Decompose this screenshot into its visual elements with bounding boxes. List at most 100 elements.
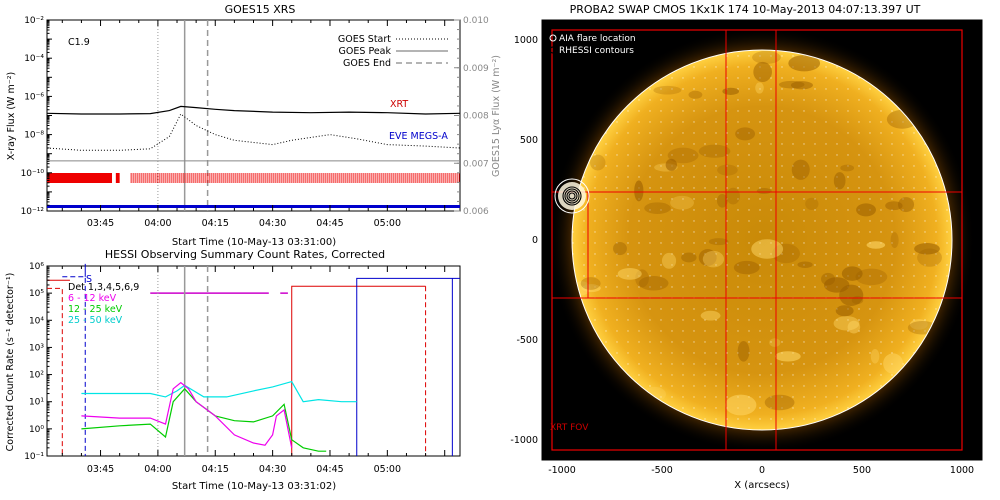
y-tick-label: 10⁻¹ — [24, 452, 44, 462]
swap-x-axis-label: X (arcsecs) — [734, 480, 790, 491]
y2-tick-label: 0.006 — [463, 207, 489, 217]
surface-feature — [866, 241, 886, 249]
y2-tick-label: 0.008 — [463, 112, 489, 122]
goes-legend-start-label: GOES Start — [338, 34, 391, 45]
xrt-coverage-bar — [115, 173, 120, 183]
goes-marker-lines — [157, 20, 209, 211]
surface-feature — [909, 319, 928, 330]
surface-feature — [702, 250, 725, 268]
surface-feature — [737, 340, 750, 362]
eve-coverage-bar — [47, 205, 460, 208]
swap-x-axis-ticks: -1000 -500 0 500 1000 — [548, 20, 974, 476]
goes-y2-axis-label: GOES15 Lyα Flux (W m⁻²) — [491, 55, 502, 177]
y-tick-label: 10⁻⁸ — [24, 131, 44, 141]
hessi-title: HESSI Observing Summary Count Rates, Cor… — [105, 248, 385, 261]
surface-feature — [634, 180, 644, 202]
swap-legend-rhessi: RHESSI contours — [559, 46, 634, 56]
goes-series — [46, 105, 461, 162]
hessi-legend-12-25: 12 - 25 keV — [68, 304, 123, 315]
y-tick-label: 10⁻¹⁰ — [21, 169, 45, 179]
surface-feature — [661, 252, 677, 269]
surface-feature — [653, 85, 682, 95]
y-tick-label: 10¹ — [29, 398, 44, 408]
x-tick-label: 04:15 — [202, 218, 229, 229]
xrt-coverage-bar — [47, 173, 113, 183]
surface-feature — [851, 295, 864, 305]
swap-title: PROBA2 SWAP CMOS 1Kx1K 174 10-May-2013 0… — [570, 3, 921, 16]
surface-feature — [726, 187, 740, 205]
surface-feature — [797, 261, 813, 268]
surface-feature — [665, 158, 678, 171]
surface-feature — [752, 50, 781, 64]
y-tick-label: 10⁻¹² — [21, 207, 45, 217]
surface-feature — [755, 82, 764, 94]
goes-xrt-label: XRT — [390, 99, 408, 110]
surface-feature — [897, 197, 915, 213]
y-tick-label: 10⁰ — [29, 425, 44, 435]
y-tick-label: 500 — [520, 135, 538, 146]
y2-tick-label: 0.009 — [463, 64, 489, 74]
x-tick-label: 04:45 — [316, 464, 343, 475]
surface-feature — [716, 193, 728, 208]
y-tick-label: 10⁵ — [29, 289, 44, 299]
surface-feature — [805, 197, 819, 211]
surface-feature — [733, 260, 760, 275]
xrt-fov — [551, 29, 963, 451]
x-tick-label: 04:30 — [259, 218, 286, 229]
swap-y-axis-ticks: -1000 -500 0 500 1000 — [510, 35, 982, 446]
x-tick-label: 1000 — [950, 465, 974, 476]
surface-feature — [681, 252, 697, 263]
surface-feature — [617, 268, 642, 280]
surface-feature — [717, 164, 738, 176]
x-tick-label: 04:00 — [144, 218, 171, 229]
y-tick-label: 10² — [29, 371, 44, 381]
x-tick-label: 04:45 — [316, 218, 343, 229]
rhessi-legend-icon — [549, 46, 557, 54]
surface-feature — [725, 394, 757, 416]
series-line — [46, 113, 461, 151]
goes-coverage-bars — [47, 173, 460, 208]
surface-feature — [855, 268, 888, 286]
fov-box — [551, 29, 963, 451]
hessi-legend-25-50: 25 - 50 keV — [68, 315, 123, 326]
swap-image — [549, 27, 975, 453]
hessi-series — [81, 380, 357, 452]
surface-feature — [722, 87, 740, 95]
surface-feature — [840, 164, 855, 172]
surface-feature — [667, 147, 699, 164]
y-tick-label: 10⁻² — [24, 16, 44, 26]
x-tick-label: 03:45 — [87, 218, 114, 229]
surface-feature — [833, 316, 860, 331]
surface-feature — [839, 284, 864, 306]
surface-feature — [698, 249, 717, 266]
surface-feature — [833, 172, 846, 190]
surface-feature — [778, 80, 805, 89]
y-tick-label: 10⁻⁴ — [24, 54, 44, 64]
surface-feature — [590, 154, 606, 171]
hessi-y-axis-ticks: 10⁻¹ 10⁰ 10¹ 10² 10³ 10⁴ 10⁵ 10⁶ — [24, 262, 52, 462]
y-tick-label: 1000 — [514, 35, 538, 46]
surface-feature — [841, 266, 863, 281]
y-tick-label: 10⁻⁶ — [24, 92, 44, 102]
hessi-state-lines — [47, 263, 460, 456]
aia-flare-circle — [554, 178, 590, 214]
y2-tick-label: 0.010 — [463, 16, 489, 26]
sun-limb-outline — [571, 49, 953, 431]
surface-feature — [788, 55, 821, 72]
x-tick-label: 03:45 — [87, 464, 114, 475]
x-tick-label: 0 — [759, 465, 765, 476]
hessi-y-axis-label: Corrected Count Rate (s⁻¹ detector⁻¹) — [5, 273, 16, 452]
swap-legend-aia: AIA flare location — [559, 34, 636, 44]
x-tick-label: 05:00 — [374, 218, 401, 229]
surface-feature — [856, 203, 876, 217]
surface-feature — [835, 305, 854, 317]
hessi-x-axis-ticks: 03:45 04:00 04:15 04:30 04:45 05:00 — [61, 266, 446, 475]
surface-feature — [769, 338, 781, 347]
y-tick-label: 10³ — [29, 343, 44, 353]
y-tick-label: -500 — [516, 335, 538, 346]
surface-feature — [890, 232, 899, 249]
x-tick-label: 500 — [853, 465, 871, 476]
hessi-x-axis-label: Start Time (10-May-13 03:31:02) — [172, 481, 336, 492]
hessi-legend-det: Det 1,3,4,5,6,9 — [68, 282, 139, 293]
